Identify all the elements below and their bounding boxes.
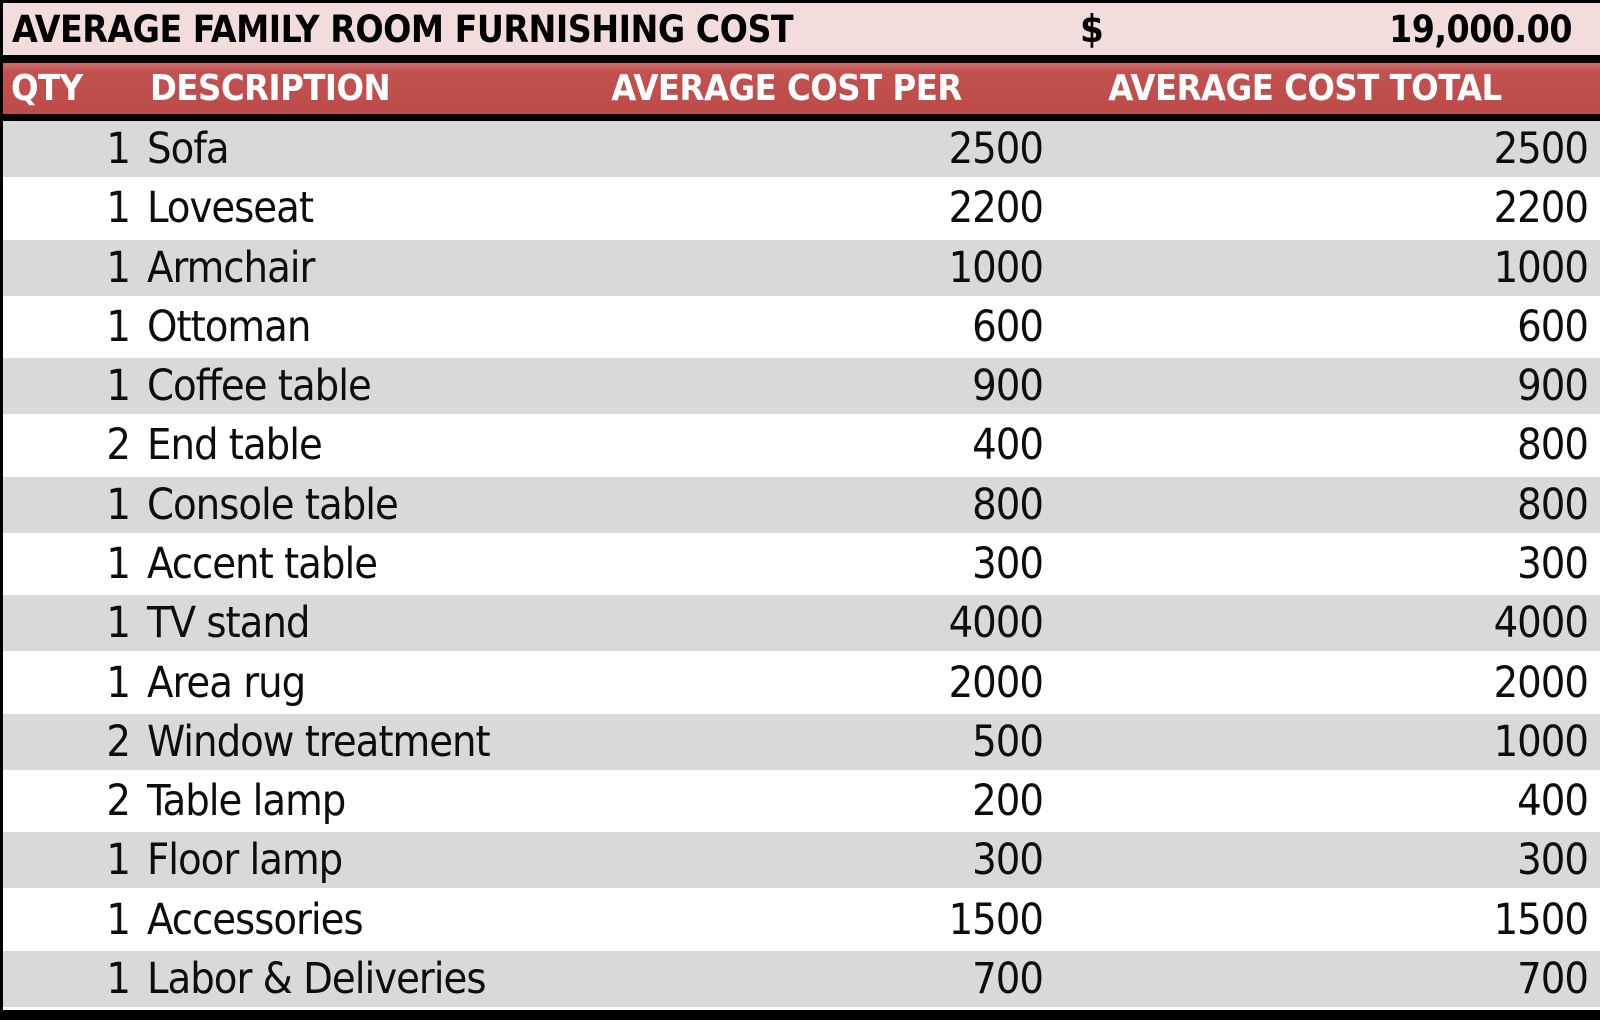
table-row: 1 Console table 800 800	[3, 476, 1600, 536]
description-cell: Loveseat	[147, 183, 314, 234]
cost-total-cell: 600	[1517, 301, 1589, 352]
cost-total-column-header: AVERAGE COST TOTAL	[1108, 68, 1502, 109]
qty-cell: 1	[106, 361, 131, 412]
qty-cell: 2	[106, 420, 131, 471]
cost-total-cell: 1500	[1493, 894, 1589, 945]
table-row: 1 Ottoman 600 600	[3, 298, 1600, 359]
cost-total-cell: 300	[1517, 538, 1589, 589]
cost-per-cell: 2200	[948, 183, 1044, 234]
cost-total-cell: 700	[1517, 953, 1589, 1004]
table-row: 1 Armchair 1000 1000	[3, 239, 1600, 299]
cost-per-cell: 2000	[948, 657, 1044, 708]
description-cell: Accent table	[147, 538, 378, 589]
qty-cell: 1	[106, 479, 131, 530]
table-row: 2 Window treatment 500 1000	[3, 713, 1600, 773]
table-row: 1 Accent table 300 300	[3, 535, 1600, 596]
table-row: 1 Sofa 2500 2500	[3, 121, 1600, 181]
table-row: 1 Coffee table 900 900	[3, 358, 1600, 418]
table-title: AVERAGE FAMILY ROOM FURNISHING COST	[12, 7, 794, 51]
description-cell: Window treatment	[147, 716, 491, 767]
table-row: 1 TV stand 4000 4000	[3, 595, 1600, 655]
description-cell: Coffee table	[147, 361, 372, 412]
description-cell: Sofa	[147, 124, 230, 175]
cost-total-cell: 300	[1517, 835, 1589, 886]
cost-per-cell: 400	[972, 420, 1044, 471]
qty-cell: 1	[106, 598, 131, 649]
table-row: 1 Floor lamp 300 300	[3, 832, 1600, 892]
grand-total-value: 19,000.00	[1389, 7, 1572, 51]
cost-total-cell: 2500	[1493, 124, 1589, 175]
description-cell: Table lamp	[147, 776, 346, 827]
description-cell: Console table	[147, 479, 399, 530]
table-row: 1 Accessories 1500 1500	[3, 891, 1600, 951]
description-cell: End table	[147, 420, 323, 471]
table-title-row: AVERAGE FAMILY ROOM FURNISHING COST $ 19…	[3, 3, 1600, 55]
description-column-header: DESCRIPTION	[150, 68, 391, 109]
qty-cell: 1	[106, 301, 131, 352]
cost-per-cell: 600	[972, 301, 1044, 352]
currency-symbol: $	[1080, 7, 1104, 51]
qty-cell: 1	[106, 124, 131, 175]
description-cell: Accessories	[147, 894, 364, 945]
cost-per-column-header: AVERAGE COST PER	[611, 68, 962, 109]
table-row: 2 End table 400 800	[3, 417, 1600, 477]
qty-cell: 2	[106, 716, 131, 767]
cost-total-cell: 4000	[1493, 598, 1589, 649]
description-cell: Area rug	[147, 657, 306, 708]
cost-per-cell: 700	[972, 953, 1044, 1004]
cost-total-cell: 900	[1517, 361, 1589, 412]
qty-cell: 1	[106, 894, 131, 945]
description-cell: TV stand	[147, 598, 310, 649]
title-header-divider	[3, 55, 1600, 63]
description-cell: Armchair	[147, 242, 315, 293]
qty-cell: 1	[106, 953, 131, 1004]
qty-cell: 1	[106, 835, 131, 886]
qty-cell: 1	[106, 657, 131, 708]
header-body-divider	[3, 114, 1600, 121]
table-body: 1 Sofa 2500 2500 1 Loveseat 2200 2200 1 Armchair 1…	[3, 121, 1600, 1010]
cost-total-cell: 400	[1517, 776, 1589, 827]
cost-total-cell: 1000	[1493, 716, 1589, 767]
column-header-row: QTY DESCRIPTION AVERAGE COST PER AVERAGE…	[3, 63, 1600, 114]
cost-total-cell: 1000	[1493, 242, 1589, 293]
qty-cell: 1	[106, 183, 131, 234]
table-bottom-border	[3, 1010, 1600, 1020]
cost-per-cell: 2500	[948, 124, 1044, 175]
table-row: 1 Area rug 2000 2000	[3, 654, 1600, 714]
table-row: 1 Labor & Deliveries 700 700	[3, 950, 1600, 1010]
cost-per-cell: 1500	[948, 894, 1044, 945]
cost-per-cell: 1000	[948, 242, 1044, 293]
cost-total-cell: 800	[1517, 479, 1589, 530]
cost-total-cell: 2200	[1493, 183, 1589, 234]
cost-per-cell: 300	[972, 835, 1044, 886]
grand-total-cell: $ 19,000.00	[1055, 7, 1600, 51]
description-cell: Labor & Deliveries	[147, 953, 487, 1004]
cost-per-cell: 200	[972, 776, 1044, 827]
description-cell: Ottoman	[147, 301, 311, 352]
cost-total-cell: 800	[1517, 420, 1589, 471]
cost-per-cell: 300	[972, 538, 1044, 589]
cost-total-cell: 2000	[1493, 657, 1589, 708]
cost-per-cell: 900	[972, 361, 1044, 412]
cost-per-cell: 800	[972, 479, 1044, 530]
qty-column-header: QTY	[11, 68, 83, 109]
table-row: 1 Loveseat 2200 2200	[3, 180, 1600, 240]
cost-per-cell: 4000	[948, 598, 1044, 649]
qty-cell: 1	[106, 538, 131, 589]
cost-per-cell: 500	[972, 716, 1044, 767]
qty-cell: 1	[106, 242, 131, 293]
table-row: 2 Table lamp 200 400	[3, 772, 1600, 833]
qty-cell: 2	[106, 776, 131, 827]
description-cell: Floor lamp	[147, 835, 343, 886]
